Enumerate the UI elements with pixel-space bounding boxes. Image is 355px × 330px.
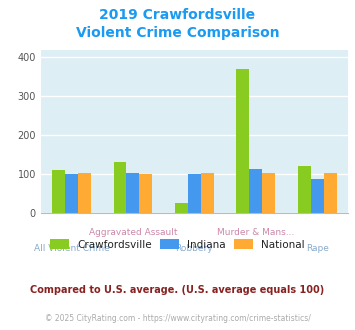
Text: © 2025 CityRating.com - https://www.cityrating.com/crime-statistics/: © 2025 CityRating.com - https://www.city… [45,314,310,323]
Text: Rape: Rape [306,244,329,253]
Bar [298,166,311,213]
Text: 2019 Crawfordsville: 2019 Crawfordsville [99,8,256,22]
Bar [175,203,188,213]
Bar [311,179,324,213]
Bar [249,169,262,213]
Text: Violent Crime Comparison: Violent Crime Comparison [76,26,279,40]
Bar [324,173,337,213]
Bar [140,174,152,213]
Text: Murder & Mans...: Murder & Mans... [217,228,294,237]
Bar [78,173,91,213]
Legend: Crawfordsville, Indiana, National: Crawfordsville, Indiana, National [46,235,309,254]
Bar [126,173,140,213]
Bar [52,170,65,213]
Text: All Violent Crime: All Violent Crime [34,244,109,253]
Bar [188,174,201,213]
Bar [236,69,249,213]
Bar [65,174,78,213]
Text: Robbery: Robbery [176,244,213,253]
Bar [262,173,275,213]
Text: Compared to U.S. average. (U.S. average equals 100): Compared to U.S. average. (U.S. average … [31,285,324,295]
Bar [114,162,126,213]
Bar [201,173,214,213]
Text: Aggravated Assault: Aggravated Assault [89,228,177,237]
